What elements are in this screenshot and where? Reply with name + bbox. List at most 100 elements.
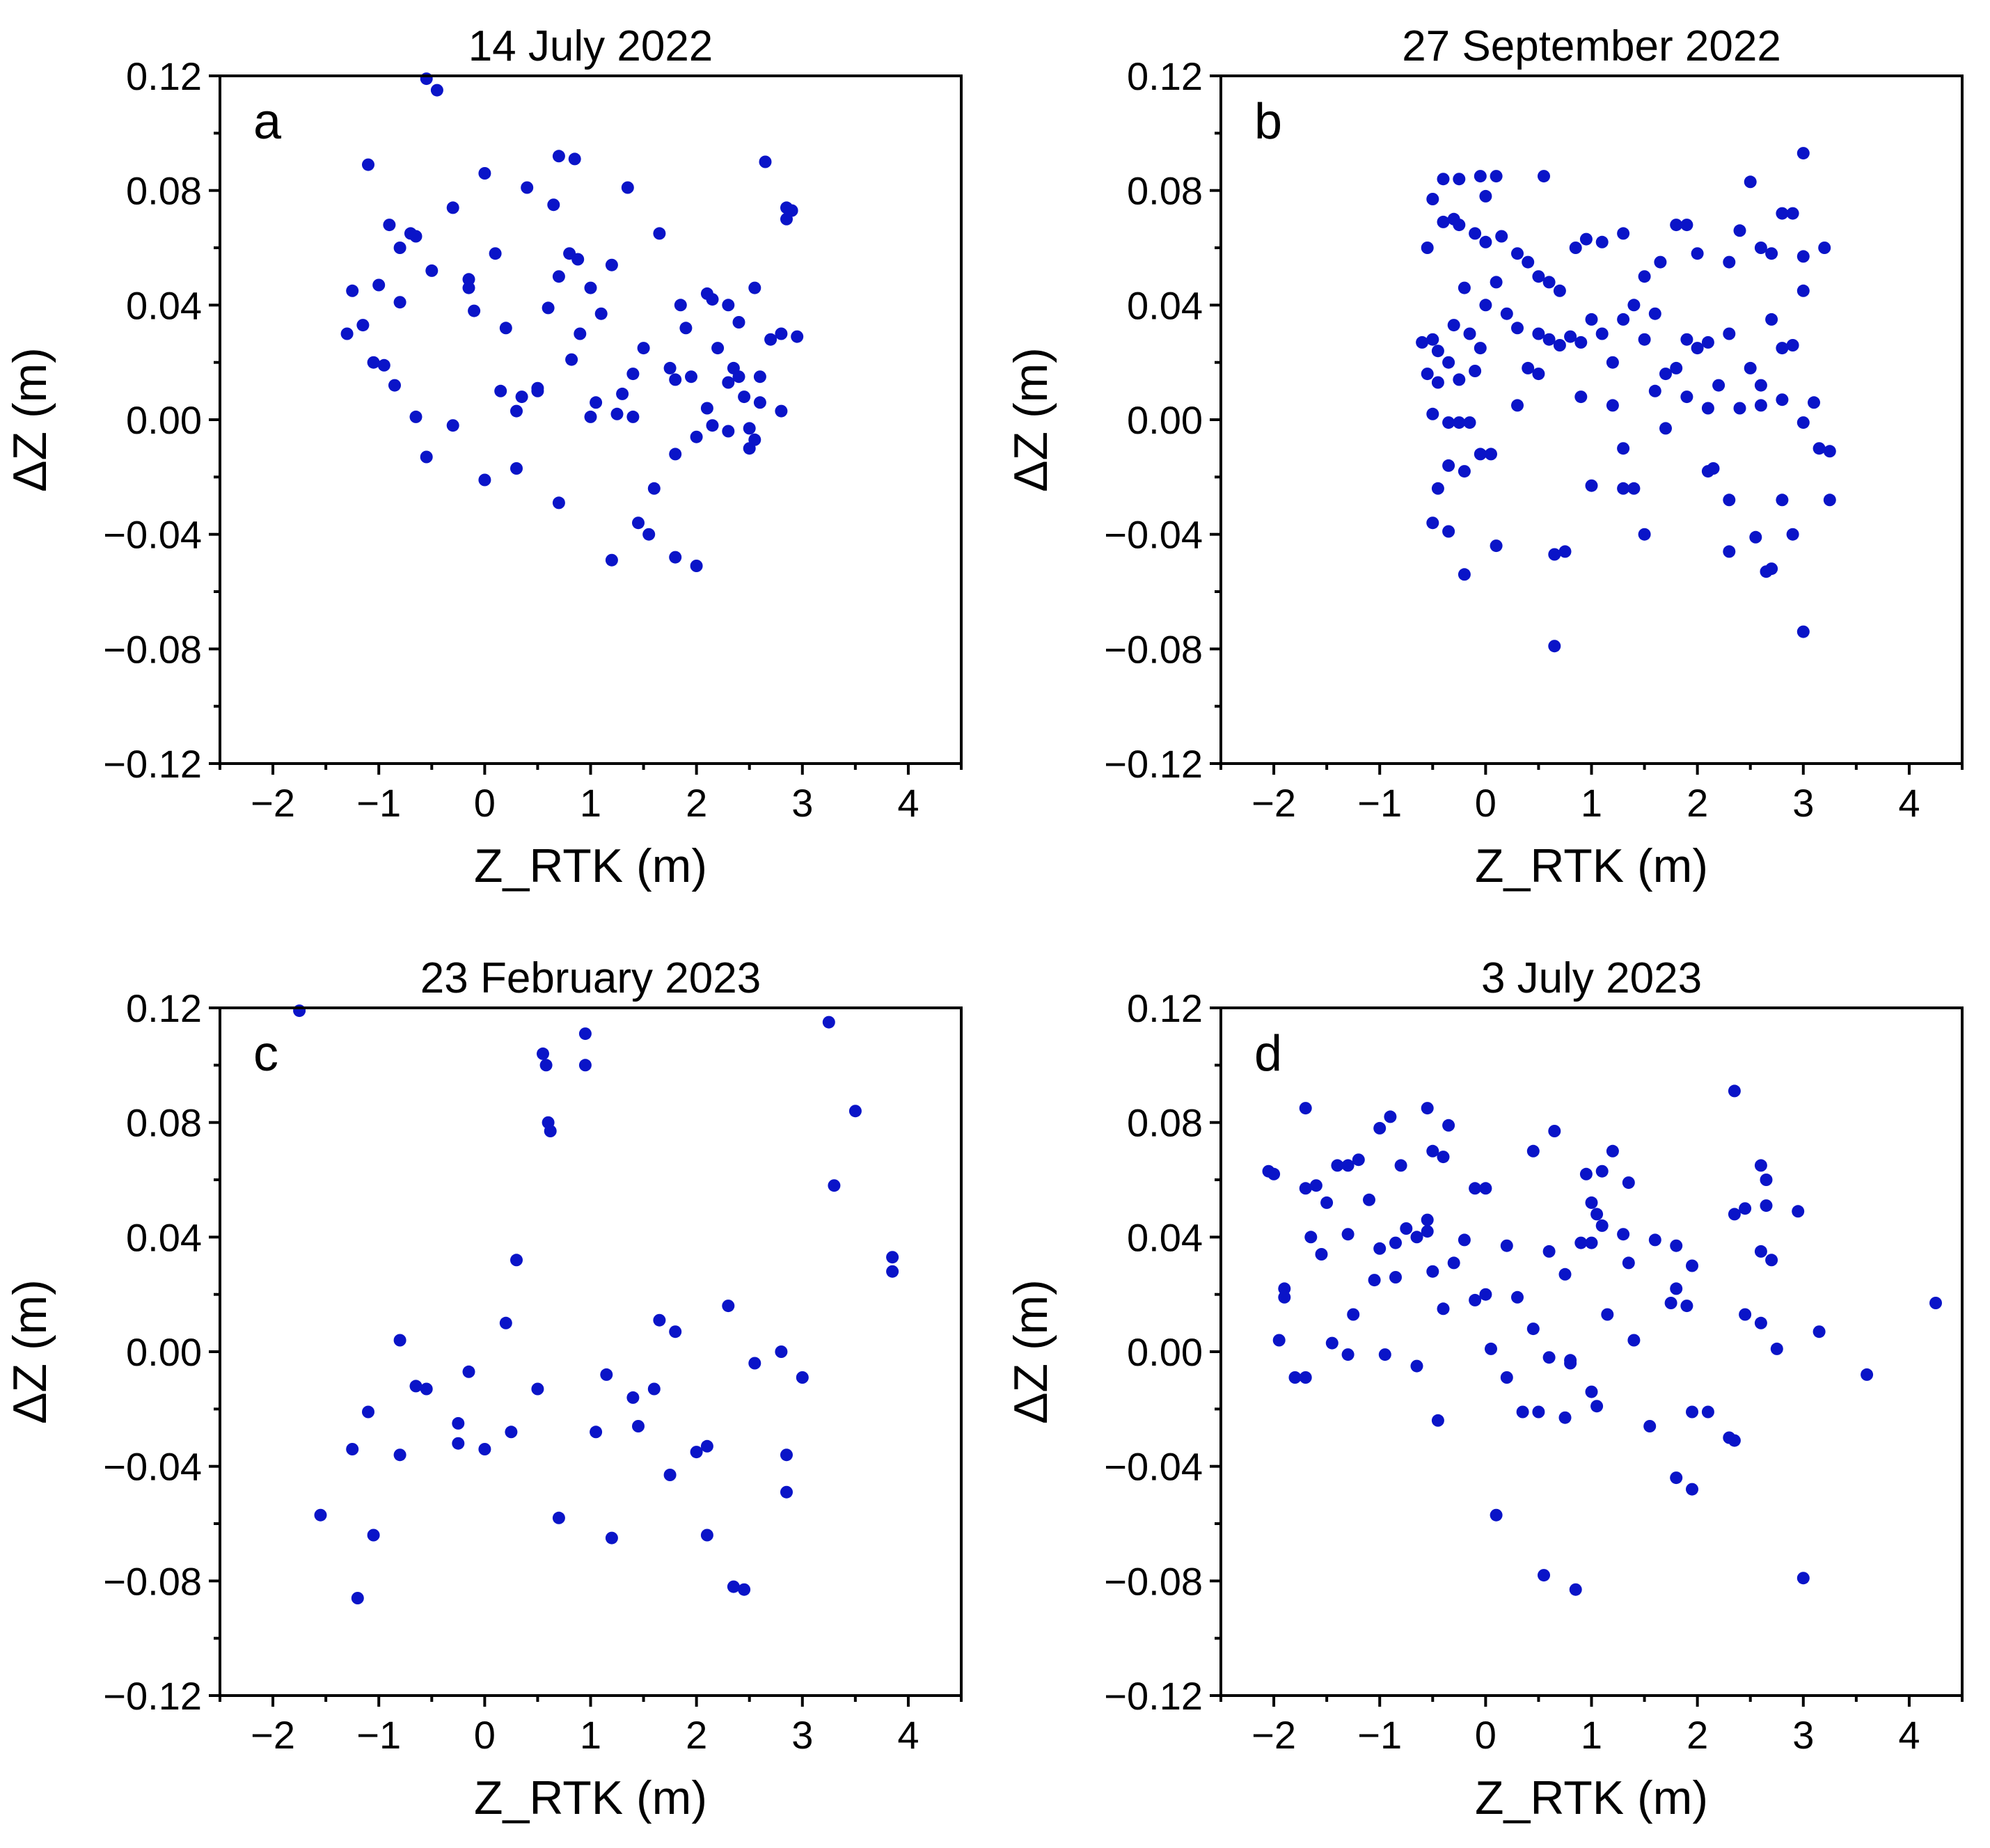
y-tick-label: −0.04 bbox=[1104, 513, 1203, 557]
data-point bbox=[1792, 1205, 1805, 1218]
data-point bbox=[565, 353, 578, 366]
y-tick-label: 0.04 bbox=[126, 1215, 202, 1259]
data-point bbox=[711, 342, 725, 355]
data-point bbox=[1670, 361, 1683, 374]
x-tick-label: 3 bbox=[791, 781, 813, 825]
data-point bbox=[1268, 1167, 1281, 1180]
y-tick-label: 0.12 bbox=[1127, 986, 1203, 1030]
data-point bbox=[1808, 396, 1820, 409]
data-point bbox=[669, 1325, 682, 1338]
data-point bbox=[1479, 1288, 1492, 1301]
data-points bbox=[340, 72, 804, 572]
data-point bbox=[1532, 368, 1545, 381]
data-point bbox=[1526, 1322, 1540, 1336]
data-point bbox=[1765, 313, 1778, 326]
data-point bbox=[351, 1592, 364, 1604]
data-point bbox=[1786, 528, 1799, 541]
data-point bbox=[547, 198, 560, 212]
data-point bbox=[1723, 255, 1736, 269]
data-point bbox=[462, 273, 475, 286]
data-point bbox=[1776, 493, 1789, 507]
data-point bbox=[1421, 1225, 1434, 1238]
y-tick-label: 0.04 bbox=[1127, 1215, 1203, 1259]
data-point bbox=[1712, 379, 1726, 392]
data-point bbox=[1754, 1316, 1767, 1329]
data-point bbox=[420, 72, 433, 86]
data-point bbox=[632, 1420, 645, 1432]
data-point bbox=[732, 370, 745, 384]
data-point bbox=[584, 281, 597, 294]
data-point bbox=[1421, 242, 1434, 254]
data-point bbox=[722, 1300, 735, 1313]
data-point bbox=[1479, 235, 1492, 248]
data-point bbox=[669, 551, 682, 564]
data-point bbox=[1861, 1368, 1874, 1381]
data-point bbox=[510, 462, 523, 475]
data-point bbox=[1749, 530, 1762, 544]
data-point bbox=[1500, 1239, 1513, 1252]
data-point bbox=[1384, 1110, 1397, 1123]
data-point bbox=[1760, 1199, 1773, 1213]
data-point bbox=[478, 167, 491, 180]
data-point bbox=[1638, 270, 1651, 283]
data-point bbox=[1643, 1420, 1657, 1432]
x-tick-label: 3 bbox=[1792, 781, 1814, 825]
data-point bbox=[1526, 1144, 1540, 1158]
data-point bbox=[552, 1511, 565, 1524]
y-tick-label: 0.12 bbox=[126, 54, 202, 98]
data-point bbox=[1490, 276, 1503, 289]
data-point bbox=[663, 1469, 677, 1481]
data-point bbox=[642, 528, 656, 541]
data-point bbox=[1680, 1300, 1693, 1313]
data-point bbox=[1701, 335, 1714, 349]
data-point bbox=[1796, 284, 1810, 297]
data-point bbox=[828, 1179, 841, 1192]
data-point bbox=[362, 158, 374, 171]
data-point bbox=[626, 1391, 640, 1404]
data-point bbox=[1728, 1084, 1741, 1098]
data-point bbox=[1426, 407, 1439, 420]
data-point bbox=[539, 1059, 553, 1072]
data-points bbox=[293, 1004, 899, 1604]
data-point bbox=[1585, 313, 1598, 326]
x-axis-label: Z_RTK (m) bbox=[474, 1771, 707, 1824]
data-point bbox=[552, 150, 565, 163]
data-point bbox=[1617, 482, 1630, 495]
data-point bbox=[1558, 545, 1572, 558]
data-point bbox=[462, 1365, 475, 1378]
data-point bbox=[1723, 327, 1736, 340]
data-point bbox=[753, 396, 766, 409]
data-point bbox=[748, 281, 761, 294]
data-point bbox=[383, 219, 396, 232]
data-point bbox=[1421, 368, 1434, 381]
data-point bbox=[1670, 1282, 1683, 1295]
data-point bbox=[346, 284, 359, 297]
data-point bbox=[510, 1254, 523, 1267]
y-axis-label: ΔZ (m) bbox=[3, 1279, 56, 1424]
data-point bbox=[1542, 1351, 1556, 1364]
x-tick-label: 1 bbox=[1581, 1713, 1602, 1757]
x-tick-label: 3 bbox=[1792, 1713, 1814, 1757]
data-point bbox=[1765, 562, 1778, 576]
data-point bbox=[722, 425, 735, 438]
data-point bbox=[700, 1529, 713, 1542]
data-point bbox=[1304, 1231, 1318, 1244]
data-point bbox=[632, 516, 645, 530]
data-point bbox=[1585, 1385, 1598, 1398]
data-point bbox=[690, 430, 703, 443]
data-point bbox=[367, 356, 380, 369]
data-points bbox=[1416, 147, 1836, 653]
x-tick-label: 4 bbox=[897, 781, 919, 825]
data-point bbox=[685, 370, 697, 384]
data-point bbox=[452, 1437, 465, 1450]
y-tick-label: −0.12 bbox=[1104, 1674, 1203, 1718]
data-point bbox=[1320, 1196, 1334, 1209]
data-point bbox=[796, 1371, 809, 1384]
data-point bbox=[446, 419, 459, 432]
data-point bbox=[706, 419, 719, 432]
data-point bbox=[462, 281, 475, 294]
data-point bbox=[510, 404, 523, 418]
data-point bbox=[1723, 545, 1736, 558]
data-point bbox=[1648, 384, 1661, 397]
data-point bbox=[780, 1448, 793, 1462]
